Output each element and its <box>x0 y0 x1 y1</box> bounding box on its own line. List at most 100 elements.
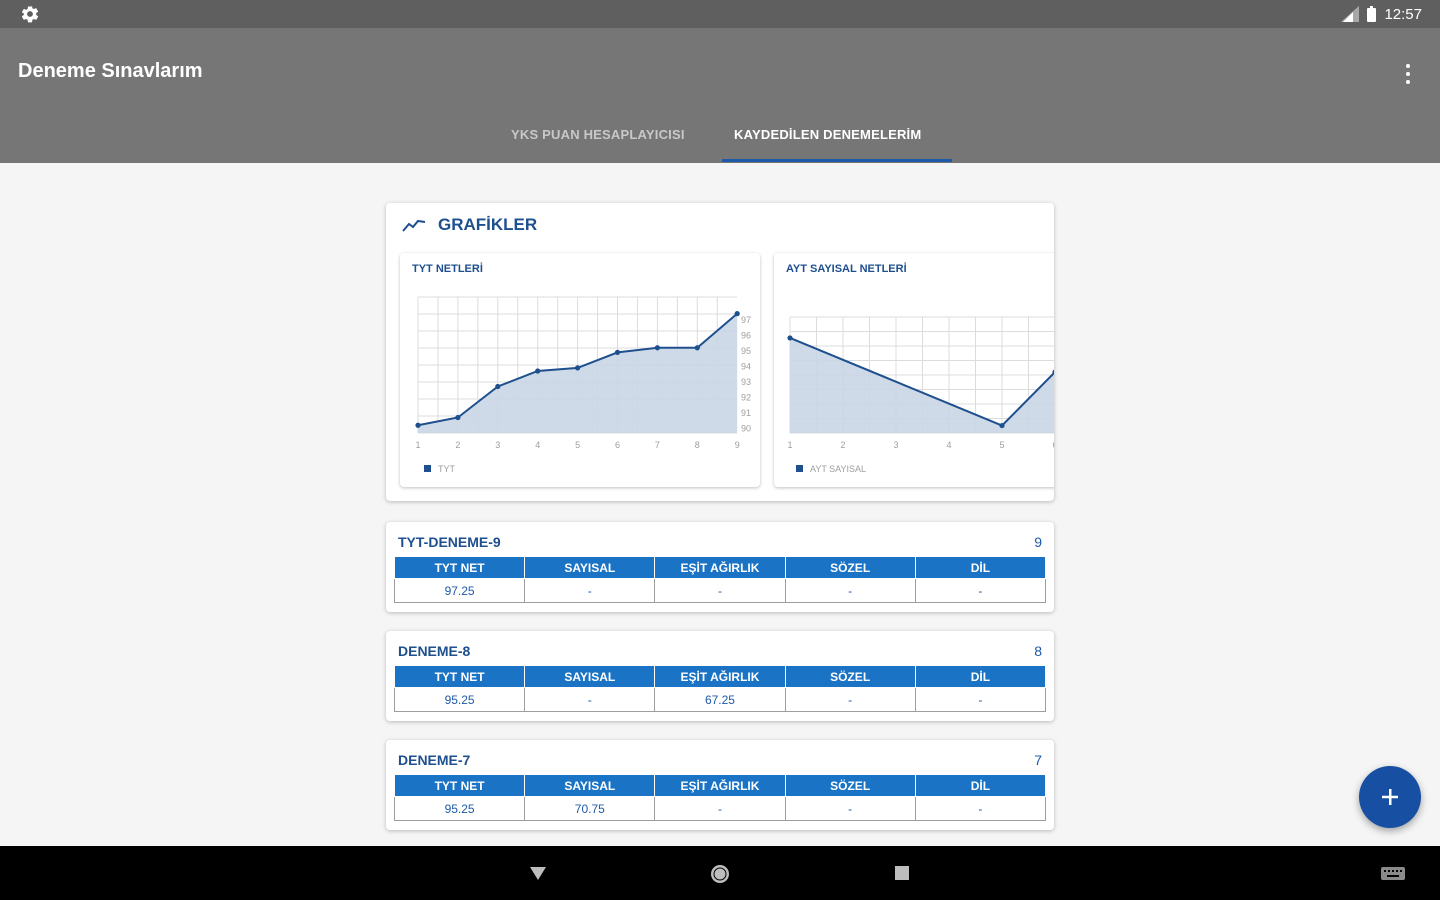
active-tab-indicator <box>722 159 952 162</box>
exam-number: 9 <box>1034 534 1042 550</box>
x-tick-label: 2 <box>455 440 460 450</box>
exam-table: TYT NET SAYISAL EŞİT AĞIRLIK SÖZEL DİL 9… <box>393 774 1047 821</box>
graphs-title: GRAFİKLER <box>438 215 538 234</box>
cell-esit-agirlik: - <box>654 578 786 603</box>
data-point <box>654 345 660 351</box>
exam-card[interactable]: DENEME-7 7 TYT NET SAYISAL EŞİT AĞIRLIK … <box>386 740 1054 830</box>
legend-swatch <box>424 465 431 472</box>
data-point <box>734 311 740 317</box>
data-point <box>495 383 501 390</box>
chart-title: AYT SAYISAL NETLERİ <box>786 263 907 275</box>
chart-tyt-netleri[interactable]: TYT NETLERİ 1 2 3 4 5 6 7 8 9 97 96 95 94 93 92 91 90 TYT <box>400 253 760 487</box>
col-esit-agirlik: EŞİT AĞIRLIK <box>654 665 786 688</box>
y-tick-label: 96 <box>741 330 751 340</box>
y-tick-label: 95 <box>741 346 751 356</box>
y-tick-label: 90 <box>741 423 751 433</box>
data-point <box>415 422 421 428</box>
table-row: 95.25 70.75 - - - <box>393 796 1047 821</box>
exam-name: DENEME-7 <box>398 752 471 768</box>
x-tick-label: 3 <box>893 440 898 450</box>
x-tick-label: 7 <box>655 440 660 450</box>
exam-card[interactable]: TYT-DENEME-9 9 TYT NET SAYISAL EŞİT AĞIR… <box>386 522 1054 612</box>
more-vert-icon[interactable] <box>1400 62 1416 86</box>
cell-esit-agirlik: - <box>654 796 786 821</box>
settings-icon <box>21 6 39 23</box>
exam-number: 8 <box>1034 643 1042 659</box>
cell-dil: - <box>914 578 1047 603</box>
x-tick-label: 1 <box>415 440 420 450</box>
page-title: Deneme Sınavlarım <box>18 60 203 82</box>
table-row: 97.25 - - - - <box>393 578 1047 603</box>
exam-card[interactable]: DENEME-8 8 TYT NET SAYISAL EŞİT AĞIRLIK … <box>386 631 1054 721</box>
col-tyt-net: TYT NET <box>393 665 526 688</box>
tab-kaydedilen-denemelerim[interactable]: KAYDEDİLEN DENEMELERİM <box>734 127 922 142</box>
data-point <box>575 365 581 371</box>
x-tick-label: 8 <box>695 440 700 450</box>
cell-tyt-net: 95.25 <box>393 796 526 821</box>
cell-sayisal: - <box>524 687 656 712</box>
data-point <box>999 422 1005 429</box>
cell-sayisal: 70.75 <box>524 796 656 821</box>
col-sozel: SÖZEL <box>784 774 916 797</box>
col-sozel: SÖZEL <box>784 665 916 688</box>
keyboard-icon[interactable] <box>1380 863 1406 883</box>
col-dil: DİL <box>914 774 1047 797</box>
col-tyt-net: TYT NET <box>393 774 526 797</box>
navigation-bar <box>0 846 1440 900</box>
chart-tyt-svg: 1 2 3 4 5 6 7 8 9 97 96 95 94 93 92 91 90 TYT <box>415 296 751 474</box>
x-tick-label: 9 <box>735 440 740 450</box>
cell-esit-agirlik: 67.25 <box>654 687 786 712</box>
x-tick-label: 6 <box>1052 440 1054 450</box>
y-tick-label: 92 <box>741 392 751 402</box>
tab-yks-puan-hesaplayicisi[interactable]: YKS PUAN HESAPLAYICISI <box>511 127 685 142</box>
home-icon[interactable] <box>709 863 731 885</box>
chart-ayt-sayisal-netleri[interactable]: AYT SAYISAL NETLERİ 1 2 3 4 5 6 AYT SAYISAL <box>774 253 1054 487</box>
col-sayisal: SAYISAL <box>524 774 656 797</box>
x-tick-label: 5 <box>999 440 1004 450</box>
cell-tyt-net: 97.25 <box>393 578 526 603</box>
trending-up-icon <box>402 219 426 232</box>
x-tick-label: 3 <box>495 440 500 450</box>
col-sayisal: SAYISAL <box>524 556 656 579</box>
data-point <box>614 349 621 355</box>
chart-title: TYT NETLERİ <box>412 263 483 275</box>
col-dil: DİL <box>914 556 1047 579</box>
add-icon <box>1382 789 1398 805</box>
status-bar: 12:57 <box>0 0 1440 28</box>
cell-tyt-net: 95.25 <box>393 687 526 712</box>
data-point <box>455 414 461 421</box>
add-exam-button[interactable] <box>1359 766 1421 828</box>
series-area <box>418 313 738 433</box>
col-sozel: SÖZEL <box>784 556 916 579</box>
x-tick-label: 5 <box>575 440 580 450</box>
recents-icon[interactable] <box>894 863 910 883</box>
graphs-card: GRAFİKLER TYT NETLERİ 1 2 3 4 5 6 7 8 9 97 96 95 94 9… <box>386 203 1054 501</box>
cell-sozel: - <box>784 796 916 821</box>
cell-sozel: - <box>784 578 916 603</box>
x-tick-label: 4 <box>535 440 540 450</box>
battery-icon <box>1367 6 1377 22</box>
exam-name: DENEME-8 <box>398 643 471 659</box>
cell-sayisal: - <box>524 578 656 603</box>
exam-table: TYT NET SAYISAL EŞİT AĞIRLIK SÖZEL DİL 9… <box>393 556 1047 603</box>
signal-icon <box>1341 6 1360 22</box>
cell-dil: - <box>914 796 1047 821</box>
table-row: 95.25 - 67.25 - - <box>393 687 1047 712</box>
data-point <box>787 335 793 341</box>
data-point <box>535 368 541 374</box>
back-icon[interactable] <box>529 863 547 883</box>
col-dil: DİL <box>914 665 1047 688</box>
col-sayisal: SAYISAL <box>524 665 656 688</box>
col-esit-agirlik: EŞİT AĞIRLIK <box>654 556 786 579</box>
x-tick-label: 6 <box>615 440 620 450</box>
col-esit-agirlik: EŞİT AĞIRLIK <box>654 774 786 797</box>
legend-swatch <box>796 465 803 472</box>
y-tick-label: 93 <box>741 377 751 387</box>
legend-label: TYT <box>438 464 456 474</box>
chart-ayt-svg: 1 2 3 4 5 6 AYT SAYISAL <box>787 316 1054 474</box>
series-area <box>790 337 1054 433</box>
clock: 12:57 <box>1384 5 1422 23</box>
cell-sozel: - <box>784 687 916 712</box>
data-point <box>1052 369 1054 375</box>
exam-table: TYT NET SAYISAL EŞİT AĞIRLIK SÖZEL DİL 9… <box>393 665 1047 712</box>
